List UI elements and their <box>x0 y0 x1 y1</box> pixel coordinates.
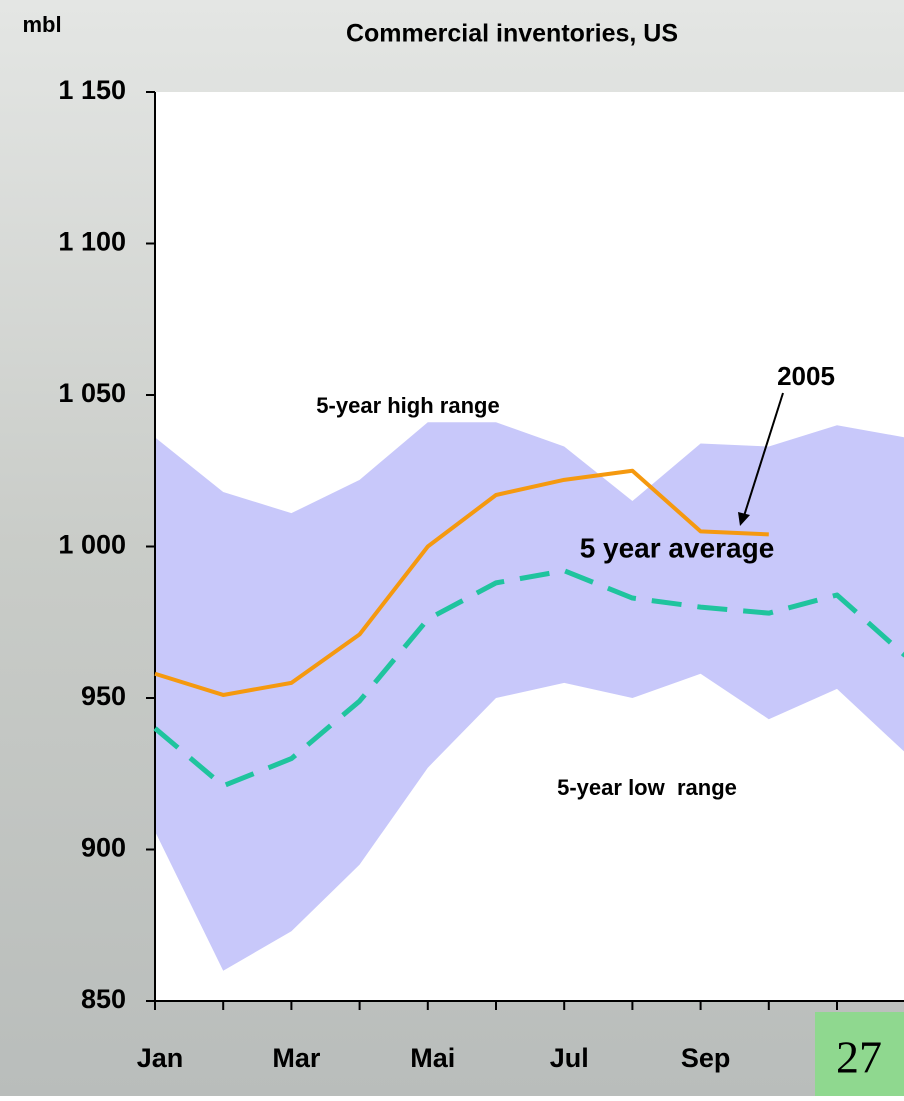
x-tick-label: Mai <box>410 1043 455 1073</box>
series-label: 5 year average <box>580 532 775 563</box>
x-tick-label: Mar <box>272 1043 321 1073</box>
annotation: 5-year high range <box>316 393 499 418</box>
range-band <box>155 422 904 971</box>
series-label: 2005 <box>777 361 835 391</box>
series-line <box>153 568 904 789</box>
arrow <box>743 392 784 517</box>
page-number: 27 <box>836 1032 882 1083</box>
annotation: 5-year low range <box>557 775 737 800</box>
y-tick-label: 1 050 <box>58 378 126 408</box>
y-tick-label: 1 000 <box>58 530 126 560</box>
y-tick-label: 850 <box>81 984 126 1014</box>
y-tick-label: 950 <box>81 681 126 711</box>
page-number-box <box>815 1012 904 1096</box>
arrow-head <box>738 512 750 526</box>
x-tick-label: Jan <box>137 1043 184 1073</box>
y-axis-label: mbl <box>22 12 61 37</box>
y-tick-label: 1 150 <box>58 75 126 105</box>
series-line <box>154 468 769 697</box>
chart-title: Commercial inventories, US <box>346 20 678 48</box>
y-tick-label: 900 <box>81 833 126 863</box>
x-tick-label: Sep <box>681 1043 731 1073</box>
x-tick-label: Jul <box>550 1043 589 1073</box>
y-tick-label: 1 100 <box>58 227 126 257</box>
